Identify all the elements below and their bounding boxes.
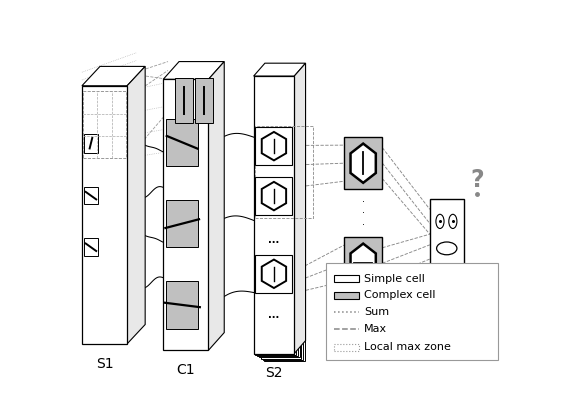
- Bar: [344, 238, 382, 289]
- Polygon shape: [82, 67, 145, 86]
- Text: ...: ...: [268, 310, 280, 320]
- Polygon shape: [262, 259, 286, 288]
- Polygon shape: [254, 63, 305, 76]
- Text: S2: S2: [265, 367, 283, 380]
- Polygon shape: [262, 132, 286, 160]
- Bar: [163, 79, 209, 350]
- Bar: [254, 76, 294, 354]
- Bar: [326, 263, 498, 360]
- Text: Classifier: Classifier: [423, 282, 471, 292]
- Bar: [84, 187, 98, 204]
- Polygon shape: [350, 243, 376, 283]
- Bar: [255, 177, 293, 215]
- Text: Local max zone: Local max zone: [364, 342, 451, 352]
- Bar: [261, 81, 301, 359]
- Bar: [430, 199, 463, 270]
- Bar: [257, 79, 298, 356]
- Text: ...: ...: [268, 235, 280, 245]
- Bar: [255, 78, 296, 355]
- Polygon shape: [262, 182, 286, 210]
- Bar: [254, 76, 294, 354]
- Text: C2: C2: [354, 298, 373, 312]
- Ellipse shape: [436, 214, 444, 228]
- Bar: [82, 86, 127, 344]
- Bar: [255, 126, 313, 217]
- Text: S1: S1: [96, 357, 113, 371]
- Bar: [84, 238, 98, 256]
- Text: ·
·
·: · · ·: [361, 197, 365, 230]
- Polygon shape: [209, 62, 224, 350]
- Bar: [166, 200, 198, 247]
- Bar: [334, 275, 359, 282]
- Bar: [265, 84, 305, 361]
- Bar: [166, 119, 198, 166]
- Bar: [263, 83, 303, 360]
- Bar: [255, 127, 293, 165]
- Ellipse shape: [437, 242, 457, 255]
- Bar: [334, 344, 359, 351]
- Polygon shape: [127, 67, 145, 344]
- Text: Simple cell: Simple cell: [364, 274, 425, 284]
- Ellipse shape: [449, 214, 457, 228]
- Polygon shape: [163, 62, 224, 79]
- Bar: [259, 80, 300, 357]
- Text: Sum: Sum: [364, 307, 389, 317]
- Bar: [175, 78, 193, 123]
- Text: ?: ?: [470, 168, 484, 192]
- Bar: [344, 137, 382, 189]
- Bar: [84, 134, 98, 153]
- Polygon shape: [350, 144, 376, 183]
- Bar: [195, 78, 213, 123]
- Bar: [334, 292, 359, 299]
- Text: C1: C1: [177, 363, 195, 377]
- Text: Complex cell: Complex cell: [364, 290, 436, 300]
- Bar: [166, 281, 198, 328]
- Bar: [83, 91, 126, 158]
- Polygon shape: [294, 63, 305, 354]
- Text: Max: Max: [364, 324, 388, 334]
- Bar: [255, 255, 293, 292]
